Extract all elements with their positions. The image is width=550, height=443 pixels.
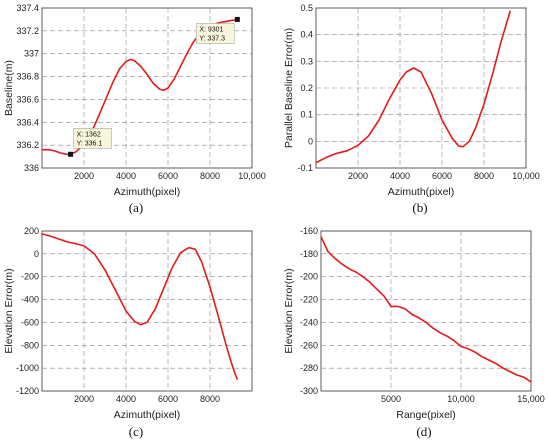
y-tick-label: 200 bbox=[24, 226, 39, 236]
y-tick-label: 337.4 bbox=[16, 3, 39, 13]
y-tick-label: 0 bbox=[308, 136, 313, 146]
panel-caption: (c) bbox=[129, 424, 143, 439]
y-tick-label: 0.3 bbox=[300, 56, 313, 66]
y-tick-label: -600 bbox=[21, 317, 39, 327]
y-tick-label: -0.1 bbox=[297, 163, 313, 173]
panel-caption: (b) bbox=[412, 200, 427, 215]
panel-a: 336 336.2 336.4 336.6 336.8 337 337.2 337.4 2000… bbox=[3, 3, 266, 215]
datatip-y-text: Y: 336.1 bbox=[77, 140, 103, 147]
x-tick-label: 2000 bbox=[348, 171, 368, 181]
x-tick-label: 4000 bbox=[116, 394, 136, 404]
x-tick-label: 15,000 bbox=[517, 394, 545, 404]
x-tick-label: 2000 bbox=[74, 394, 94, 404]
y-tick-label: -1000 bbox=[16, 363, 39, 373]
y-tick-label: -180 bbox=[300, 249, 318, 259]
y-tick-label: -200 bbox=[21, 272, 39, 282]
series-line-b bbox=[315, 10, 512, 164]
x-tick-label: 4000 bbox=[116, 171, 136, 181]
panel-c: -1200 -1000 -800 -600 -400 -200 0 200 2000 4000 60… bbox=[3, 226, 253, 439]
plot-area-d bbox=[320, 230, 532, 392]
y-tick-label: 0 bbox=[34, 249, 39, 259]
x-axis-label: Range(pixel) bbox=[396, 409, 456, 421]
datatip-marker[interactable] bbox=[68, 151, 74, 157]
x-tick-label: 2000 bbox=[74, 171, 94, 181]
y-tick-label: -200 bbox=[300, 272, 318, 282]
y-tick-label: -800 bbox=[21, 340, 39, 350]
x-tick-label: 8000 bbox=[474, 171, 494, 181]
x-tick-label: 5000 bbox=[381, 394, 401, 404]
x-tick-label: 6000 bbox=[158, 394, 178, 404]
datatip-marker[interactable] bbox=[234, 16, 240, 22]
series-line-c bbox=[41, 233, 239, 380]
x-axis-label: Azimuth(pixel) bbox=[114, 186, 181, 198]
y-tick-label: -280 bbox=[300, 363, 318, 373]
datatip-y-text: Y: 337.3 bbox=[199, 35, 225, 42]
y-tick-label: 336.2 bbox=[16, 140, 39, 150]
y-tick-label: 337 bbox=[24, 49, 39, 59]
datatip-box bbox=[73, 128, 112, 149]
y-tick-label: 0.1 bbox=[300, 110, 313, 120]
x-tick-label: 6000 bbox=[432, 171, 452, 181]
y-tick-label: 336.4 bbox=[16, 117, 39, 127]
x-axis-label: Azimuth(pixel) bbox=[114, 409, 181, 421]
y-tick-label: 337.2 bbox=[16, 26, 39, 36]
y-tick-label: 336 bbox=[24, 163, 39, 173]
datatip-x-text: X: 1362 bbox=[77, 131, 101, 138]
x-tick-label: 10,000 bbox=[512, 171, 540, 181]
y-tick-label: -400 bbox=[21, 295, 39, 305]
y-tick-label: -1200 bbox=[16, 386, 39, 396]
plot-area-c bbox=[41, 230, 253, 392]
x-tick-label: 4000 bbox=[390, 171, 410, 181]
x-tick-label: 10,000 bbox=[447, 394, 475, 404]
y-tick-label: 336.6 bbox=[16, 94, 39, 104]
y-tick-label: -240 bbox=[300, 317, 318, 327]
panel-caption: (d) bbox=[416, 424, 431, 439]
panel-b: -0.1 0 0.1 0.2 0.3 0.4 0.5 2000 4000 6000 8000 10,0… bbox=[283, 3, 540, 215]
y-axis-label: Parallel Baseline Error(m) bbox=[283, 28, 295, 148]
y-axis-label: Elevation Error(m) bbox=[3, 268, 15, 353]
y-tick-label: 0.4 bbox=[300, 30, 313, 40]
datatip-x-text: X: 9301 bbox=[199, 26, 223, 33]
x-tick-label: 6000 bbox=[158, 171, 178, 181]
y-tick-label: 0.2 bbox=[300, 83, 313, 93]
x-axis-label: Azimuth(pixel) bbox=[388, 186, 455, 198]
datatip-box bbox=[196, 23, 235, 44]
x-tick-label: 8000 bbox=[200, 394, 220, 404]
x-tick-label: 8000 bbox=[200, 171, 220, 181]
x-tick-label: 10,000 bbox=[238, 171, 266, 181]
y-tick-label: 0.5 bbox=[300, 3, 313, 13]
panel-caption: (a) bbox=[129, 200, 143, 215]
y-axis-label: Baseline(m) bbox=[3, 60, 15, 116]
y-tick-label: -260 bbox=[300, 340, 318, 350]
y-axis-label: Elevation Error(m) bbox=[283, 268, 295, 353]
y-tick-label: -220 bbox=[300, 295, 318, 305]
panel-d: -300 -280 -260 -240 -220 -200 -180 -160 5000 10,0… bbox=[283, 226, 545, 439]
y-tick-label: 336.8 bbox=[16, 72, 39, 82]
y-tick-label: -160 bbox=[300, 226, 318, 236]
series-line-d bbox=[320, 236, 532, 383]
y-tick-label: -300 bbox=[300, 386, 318, 396]
